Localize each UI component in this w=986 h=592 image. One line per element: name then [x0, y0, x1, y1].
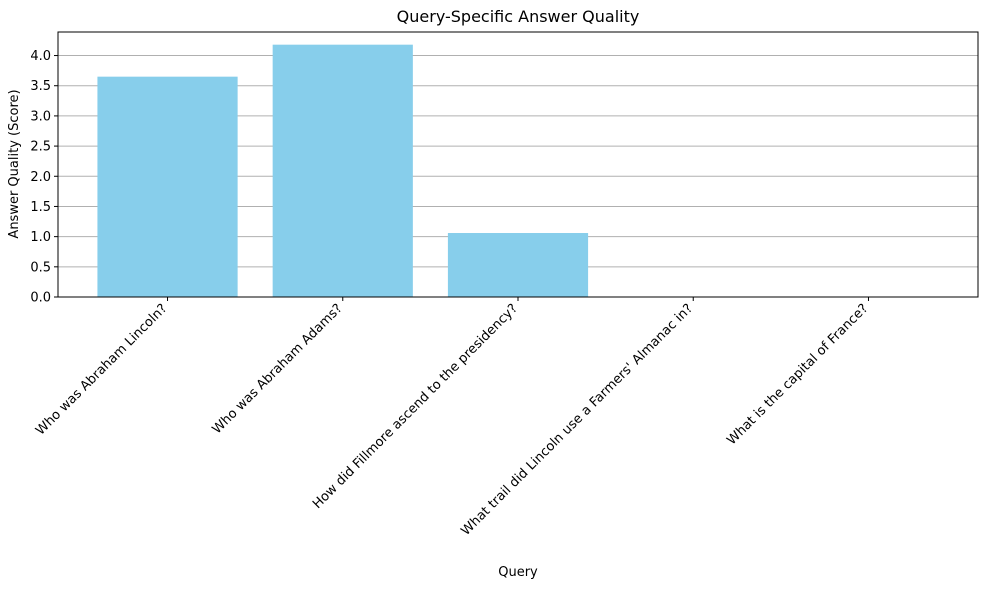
y-tick-label: 1.5	[30, 200, 51, 215]
y-tick-label: 2.5	[30, 140, 51, 155]
y-tick-label: 1.0	[30, 230, 51, 245]
y-tick-label: 2.0	[30, 170, 51, 185]
bar	[447, 233, 589, 297]
y-tick-label: 3.0	[30, 109, 51, 124]
y-tick-label: 0.0	[30, 291, 51, 306]
y-tick-label: 3.5	[30, 79, 51, 94]
y-tick-label: 0.5	[30, 260, 51, 275]
bar	[272, 44, 413, 297]
x-axis-label: Query	[498, 565, 538, 580]
bar	[97, 76, 238, 297]
y-tick-label: 4.0	[30, 49, 51, 64]
bars	[97, 44, 589, 297]
y-axis-label: Answer Quality (Score)	[7, 89, 22, 238]
chart-title: Query-Specific Answer Quality	[397, 7, 640, 26]
y-axis-ticks: 0.0 0.5 1.0 1.5 2.0 2.5 3.0 3.5 4.0	[30, 49, 58, 306]
